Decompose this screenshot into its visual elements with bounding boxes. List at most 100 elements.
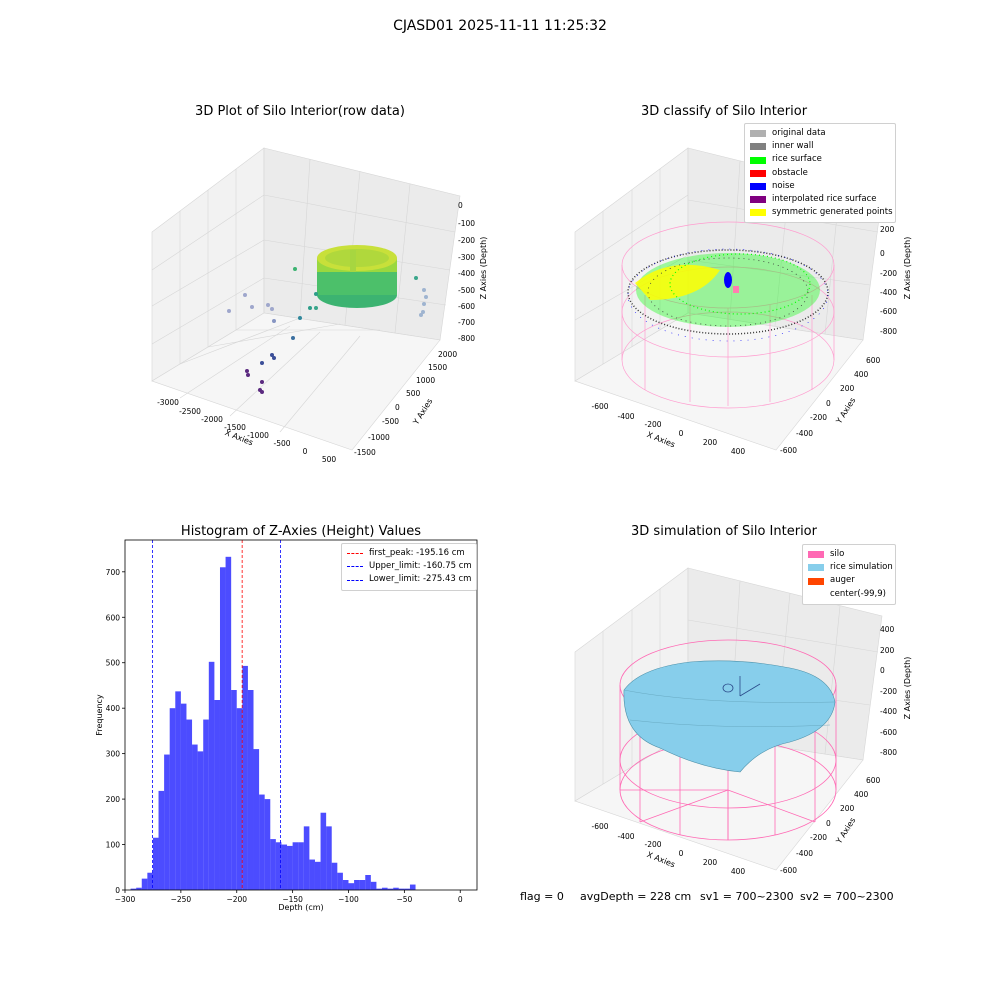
plot1-xtick: -500 (273, 439, 290, 448)
legend-entry: inner wall (750, 140, 890, 153)
hist-ytick-label: 0 (115, 886, 120, 895)
hist-vlines (152, 540, 282, 890)
hist-bar (219, 567, 226, 890)
legend-entry: silo (808, 548, 890, 561)
plot2-zlabel: Z Axies (Depth) (903, 237, 912, 300)
plot4-ztick: 0 (880, 666, 885, 675)
hist-bar (136, 887, 142, 890)
plot1-ytick: -500 (382, 417, 399, 426)
plot4-xtick: -400 (617, 832, 634, 841)
plot4-ytick: 600 (866, 776, 881, 785)
plot1-ytick: 1500 (428, 363, 447, 372)
plot1-xtick: -1000 (247, 431, 269, 440)
hist-bar (180, 703, 187, 890)
legend-entry: first_peak: -195.16 cm (347, 547, 471, 560)
plot2-xtick: 200 (703, 438, 718, 447)
hist-ytick-label: 100 (106, 841, 121, 850)
plot1-ytick: 500 (406, 389, 421, 398)
legend-label: Upper_limit: -160.75 cm (369, 561, 472, 572)
hist-bar (326, 826, 332, 890)
plot4-ytick: 400 (854, 790, 869, 799)
plot2-xtick: -400 (617, 412, 634, 421)
footer-sv2: sv2 = 700~2300 (800, 890, 894, 903)
plot2-ytick: 600 (866, 356, 881, 365)
hist-bar (404, 888, 410, 890)
legend-entry: interpolated rice surface (750, 193, 890, 206)
legend-swatch (750, 182, 766, 190)
hist-bar (348, 883, 355, 890)
hist-bar (275, 842, 282, 890)
legend-label: interpolated rice surface (772, 194, 877, 205)
plot1-xtick: -1500 (224, 423, 246, 432)
hist-bar (314, 861, 321, 890)
plot2-ytick: -400 (796, 429, 813, 438)
legend-entry: symmetric generated points (750, 206, 893, 219)
legend-swatch (808, 591, 824, 598)
hist-bar (175, 691, 181, 890)
hist-xtick-label: −100 (338, 895, 359, 904)
plot1-ytick: 1000 (416, 376, 435, 385)
plot2-xtick: -200 (644, 420, 661, 429)
plot4-xtick: 400 (731, 867, 746, 876)
plot2-y-ticks: -600 -400 -200 0 200 400 600 (780, 356, 881, 455)
hist-bar (393, 887, 399, 890)
hist-bar (354, 880, 360, 890)
hist-bar (292, 842, 299, 890)
hist-bar (214, 700, 220, 890)
legend-entry: noise (750, 180, 890, 193)
legend-line (347, 566, 363, 568)
hist-bar (242, 665, 248, 890)
hist-bar (147, 872, 153, 890)
plot1-scatter-points (227, 267, 428, 394)
hist-xtick-label: −50 (396, 895, 412, 904)
hist-bar (208, 661, 215, 890)
footer-sv1: sv1 = 700~2300 (700, 890, 794, 903)
plot1-ztick: -500 (458, 286, 475, 295)
legend-swatch (750, 130, 766, 138)
hist-bar (337, 872, 343, 890)
hist-x-ticks: −300 −250 −200 −150 −100 −50 0 (115, 890, 463, 904)
legend-entry: original data (750, 127, 890, 140)
plot1-ztick: -100 (458, 219, 475, 228)
hist-bar (186, 719, 193, 890)
hist-xtick-label: 0 (458, 895, 463, 904)
hist-bar (152, 837, 159, 890)
hist-bar (264, 799, 271, 890)
legend-label: obstacle (772, 167, 808, 178)
figure-title: CJASD01 2025-11-11 11:25:32 (393, 18, 607, 34)
legend-swatch (750, 209, 766, 217)
legend-label: rice simulation (830, 562, 893, 573)
plot4-xtick: -200 (644, 840, 661, 849)
hist-bar (331, 862, 338, 890)
legend-entry: center(-99,9) (808, 588, 890, 601)
plot4-xlabel: X Axies (646, 850, 677, 869)
plot1-z-ticks: 0 -100 -200 -300 -400 -500 -600 -700 -80… (458, 201, 475, 343)
plot1-ztick: -800 (458, 334, 475, 343)
legend-label: symmetric generated points (772, 207, 893, 218)
plot1-ytick: -1000 (368, 433, 390, 442)
hist-bar (281, 844, 288, 890)
plot2-ztick: -400 (880, 288, 897, 297)
hist-xlabel: Depth (cm) (278, 903, 323, 912)
plot1-xtick: -3000 (157, 398, 179, 407)
legend-label: rice surface (772, 154, 822, 165)
plot1-ztick: -200 (458, 236, 475, 245)
plot4-zlabel: Z Axies (Depth) (903, 657, 912, 720)
plot2-z-ticks: 200 0 -200 -400 -600 -800 (880, 225, 897, 336)
legend-entry: rice surface (750, 153, 890, 166)
plot1-xtick: -2000 (201, 415, 223, 424)
hist-xtick-label: −300 (115, 895, 136, 904)
hist-ytick-label: 600 (106, 613, 121, 622)
plot4-x-ticks: -600 -400 -200 0 200 400 (591, 822, 745, 876)
plot2-ztick: 200 (880, 225, 895, 234)
legend-swatch (750, 156, 766, 164)
plot1-zlabel: Z Axies (Depth) (479, 237, 488, 300)
hist-bar (158, 790, 165, 890)
plot1-ztick: -600 (458, 302, 475, 311)
plot4-ytick: -200 (810, 833, 827, 842)
plot1-ztick: -300 (458, 253, 475, 262)
legend-line (347, 579, 363, 581)
hist-bar (231, 690, 237, 890)
